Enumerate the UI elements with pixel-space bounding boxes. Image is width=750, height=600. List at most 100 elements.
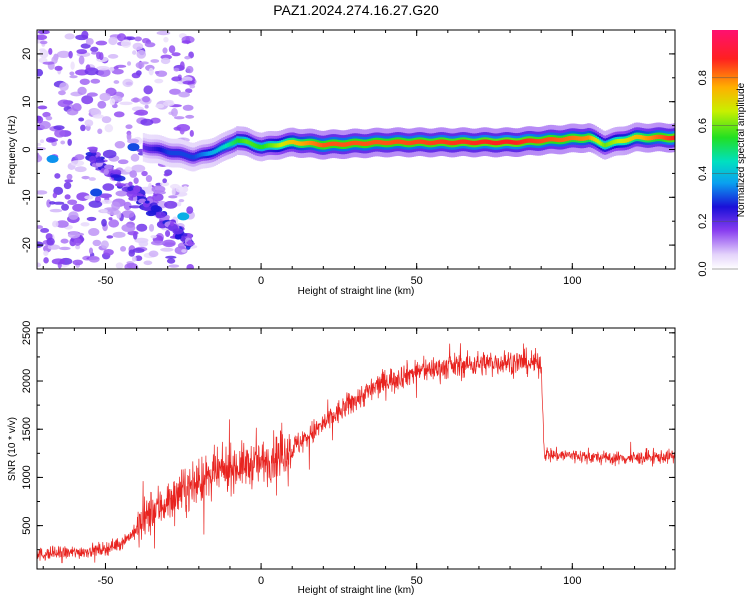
- noise-blob: [165, 230, 171, 238]
- ridge-cell: [241, 138, 245, 144]
- ridge-cell: [549, 137, 553, 142]
- ridge-cell: [488, 139, 491, 145]
- ridge-cell: [183, 152, 187, 157]
- noise-blob: [141, 170, 148, 177]
- noise-blob: [43, 257, 49, 264]
- ridge-cell: [495, 140, 499, 146]
- noise-blob: [61, 203, 69, 211]
- spectrogram-y-ticks: -20 -10 0 10 20: [21, 29, 675, 270]
- ridge-cell: [643, 135, 646, 141]
- noise-blob: [163, 36, 169, 43]
- noise-blob: [116, 210, 122, 219]
- noise-blob: [113, 66, 119, 70]
- spectrogram-panel: -50 0 50 100 -20 -10 0 10 20 Height of straight…: [7, 29, 676, 297]
- ridge-cell: [368, 141, 372, 146]
- noise-blob: [145, 175, 153, 183]
- noise-blob: [110, 169, 122, 175]
- noise-blob: [81, 175, 90, 180]
- ridge-cell: [628, 137, 631, 142]
- ridge-cell: [572, 135, 575, 141]
- ridge-cell: [460, 139, 463, 144]
- ridge-cell: [646, 136, 650, 141]
- noise-blob: [107, 54, 119, 59]
- spectrogram-x-axis-label: Height of straight line (km): [298, 286, 415, 297]
- noise-blob: [179, 61, 185, 71]
- ridge-cell: [422, 139, 426, 145]
- ridge-cell: [411, 140, 415, 145]
- noise-blob: [60, 140, 66, 145]
- ridge-cell: [301, 141, 304, 146]
- ridge-cell: [323, 142, 327, 148]
- colorbar-ticks: 0.0 0.2 0.4 0.6 0.8: [697, 70, 738, 277]
- ridge-cell: [312, 141, 316, 146]
- noise-blob: [49, 208, 63, 213]
- ridge-cell: [559, 137, 562, 143]
- ridge-cell: [338, 142, 342, 147]
- ridge-cell: [650, 135, 654, 140]
- ridge-cell: [340, 142, 344, 147]
- noise-blob: [114, 141, 126, 149]
- ridge-cell: [458, 139, 461, 145]
- ridge-cell: [435, 139, 439, 145]
- ridge-cell: [510, 140, 514, 145]
- ridge-cell: [536, 139, 540, 144]
- noise-blob: [127, 61, 132, 66]
- noise-blob: [89, 155, 97, 164]
- ridge-cell: [264, 143, 267, 149]
- ridge-cell: [234, 139, 237, 144]
- noise-blob: [60, 238, 69, 244]
- ridge-cell: [615, 139, 618, 144]
- ridge-cell: [463, 139, 467, 144]
- noise-blob: [52, 220, 59, 228]
- ridge-cell: [213, 149, 217, 154]
- ridge-cell: [206, 151, 209, 156]
- ridge-cell: [305, 141, 308, 146]
- noise-blob: [37, 34, 48, 40]
- noise-blob: [154, 78, 164, 84]
- colorbar-gradient: [712, 30, 738, 269]
- noise-blob: [37, 142, 42, 147]
- noise-blob: [38, 48, 46, 52]
- ridge-cell: [514, 140, 517, 145]
- ridge-cell: [361, 141, 364, 146]
- ridge-cell: [335, 141, 338, 147]
- noise-blob: [156, 30, 171, 36]
- ridge-cell: [176, 150, 179, 156]
- ridge-cell: [531, 138, 534, 143]
- noise-blob: [56, 50, 71, 59]
- noise-blob: [63, 181, 72, 190]
- ridge-cell: [406, 140, 409, 146]
- ridge-cell: [415, 139, 418, 145]
- noise-blob: [104, 164, 113, 170]
- ridge-cell: [286, 140, 289, 145]
- ridge-cell: [501, 139, 504, 145]
- ridge-cell: [407, 140, 411, 146]
- snr-x-ticks: -50 0 50 100: [42, 328, 667, 587]
- ridge-cell: [355, 140, 359, 146]
- ridge-cell: [185, 153, 189, 158]
- noise-blob: [162, 178, 168, 184]
- ridge-cell: [161, 148, 164, 153]
- ridge-cell: [167, 150, 170, 155]
- ridge-cell: [592, 136, 596, 142]
- noise-blob: [97, 128, 103, 135]
- noise-blob: [160, 181, 170, 187]
- snr-x-axis-label: Height of straight line (km): [298, 585, 415, 596]
- ridge-cell: [551, 137, 555, 142]
- noise-blob: [150, 59, 160, 63]
- y-tick-label: 500: [21, 516, 33, 534]
- noise-blob: [111, 201, 121, 211]
- noise-blob: [127, 138, 140, 144]
- ridge-cell: [521, 139, 525, 144]
- noise-blob: [88, 200, 103, 208]
- ridge-cell: [254, 143, 258, 149]
- noise-blob: [132, 248, 145, 253]
- ridge-cell: [159, 147, 163, 152]
- ridge-cell: [155, 146, 159, 152]
- noise-blob: [160, 57, 171, 65]
- noise-blob: [170, 221, 175, 227]
- ridge-cell: [581, 136, 585, 141]
- ridge-cell: [191, 154, 194, 160]
- snr-y-ticks: 500 1000 1500 2000 2500: [21, 321, 675, 551]
- ridge-cell: [189, 154, 192, 159]
